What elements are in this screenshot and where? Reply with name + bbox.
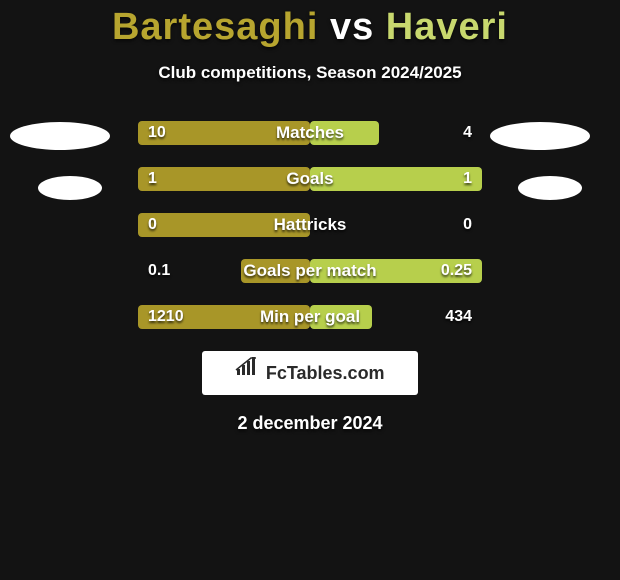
player2-name: Haveri [386, 6, 508, 48]
stat-row: 104Matches [138, 121, 482, 145]
comparison-chart: 104Matches11Goals00Hattricks0.10.25Goals… [0, 121, 620, 329]
value-right: 0.25 [431, 259, 482, 283]
bar-right [310, 121, 379, 145]
stat-row: 0.10.25Goals per match [138, 259, 482, 283]
subtitle: Club competitions, Season 2024/2025 [0, 63, 620, 83]
badge-text: FcTables.com [266, 351, 385, 395]
value-left: 10 [138, 121, 176, 145]
value-left: 1 [138, 167, 167, 191]
decorative-ellipse [10, 122, 110, 150]
value-left: 0.1 [138, 259, 180, 283]
value-right: 4 [453, 121, 482, 145]
vs-separator: vs [330, 6, 374, 48]
snapshot-date: 2 december 2024 [0, 413, 620, 434]
value-right: 434 [435, 305, 482, 329]
stat-row: 11Goals [138, 167, 482, 191]
stat-row: 00Hattricks [138, 213, 482, 237]
comparison-title: Bartesaghi vs Haveri [0, 0, 620, 49]
bar-left [241, 259, 310, 283]
value-right: 1 [453, 167, 482, 191]
decorative-ellipse [38, 176, 102, 200]
fctables-badge[interactable]: FcTables.com [202, 351, 418, 395]
bar-right [310, 305, 372, 329]
value-right: 0 [453, 213, 482, 237]
decorative-ellipse [518, 176, 582, 200]
value-left: 0 [138, 213, 167, 237]
player1-name: Bartesaghi [112, 6, 318, 48]
chart-icon [235, 351, 257, 395]
value-left: 1210 [138, 305, 194, 329]
stat-row: 1210434Min per goal [138, 305, 482, 329]
decorative-ellipse [490, 122, 590, 150]
